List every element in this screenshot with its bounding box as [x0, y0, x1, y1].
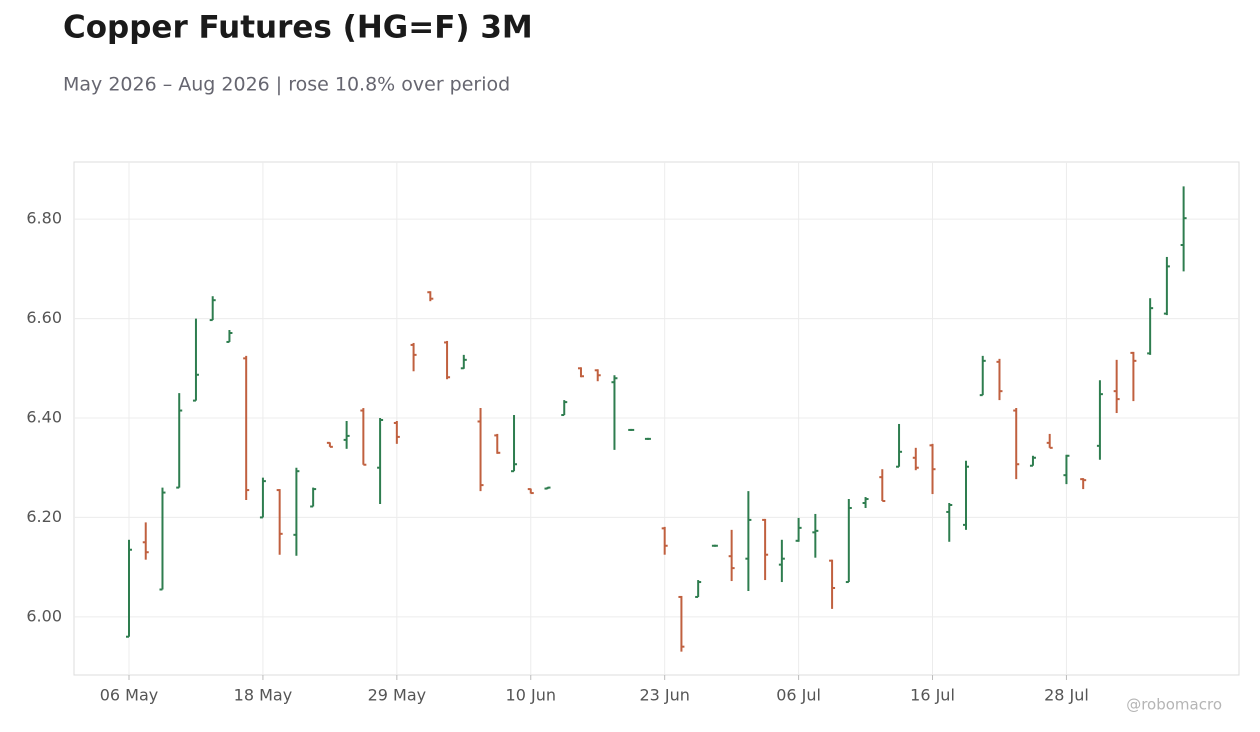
y-tick-label: 6.20 — [26, 507, 62, 526]
x-tick-label: 10 Jun — [506, 686, 556, 705]
x-tick-label: 06 Jul — [776, 686, 821, 705]
y-tick-label: 6.60 — [26, 308, 62, 327]
x-tick-label: 16 Jul — [910, 686, 955, 705]
chart-subtitle: May 2026 – Aug 2026 | rose 10.8% over pe… — [63, 74, 510, 96]
x-tick-label: 28 Jul — [1044, 686, 1089, 705]
x-tick-label: 29 May — [368, 686, 427, 705]
y-tick-label: 6.00 — [26, 606, 62, 625]
y-tick-label: 6.40 — [26, 408, 62, 427]
x-tick-label: 06 May — [100, 686, 159, 705]
x-tick-label: 18 May — [234, 686, 293, 705]
chart-title: Copper Futures (HG=F) 3M — [63, 10, 533, 46]
watermark: @robomacro — [1126, 696, 1222, 714]
y-tick-label: 6.80 — [26, 209, 62, 228]
x-tick-label: 23 Jun — [639, 686, 689, 705]
